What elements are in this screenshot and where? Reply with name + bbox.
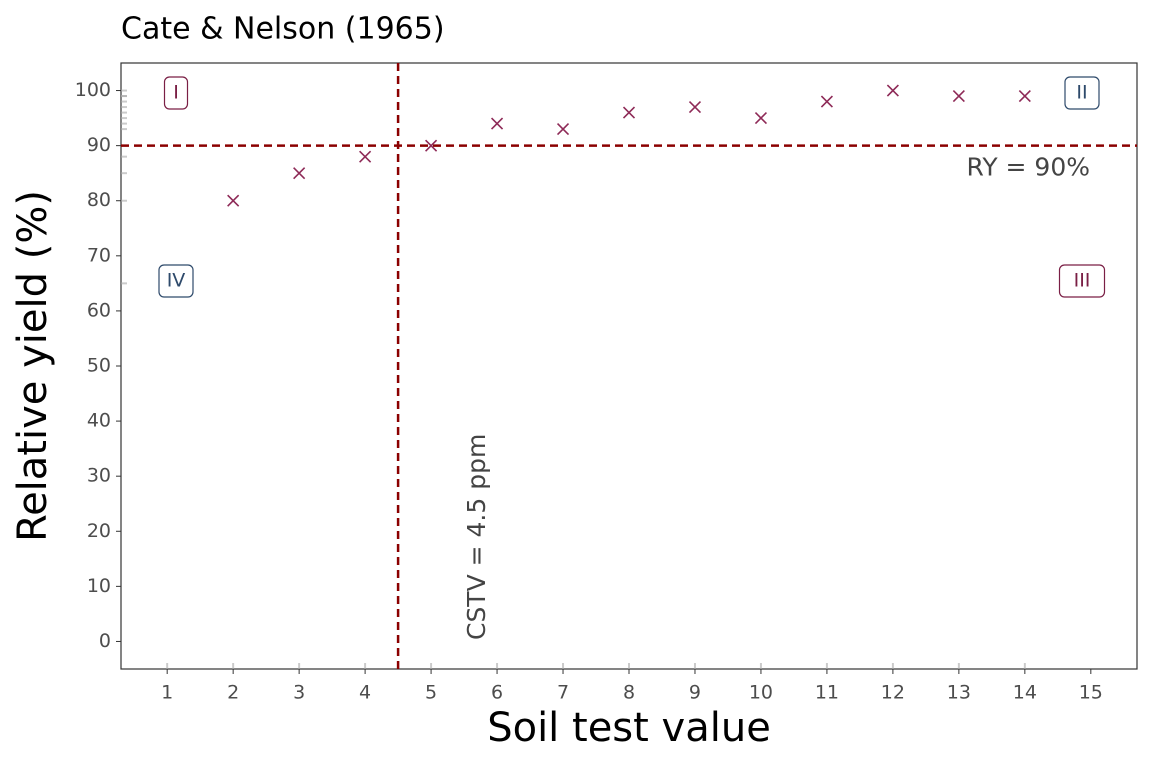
y-tick-label: 0: [99, 630, 111, 652]
x-tick-label: 6: [491, 682, 503, 704]
x-tick-label: 15: [1079, 682, 1103, 704]
quadrant-box: [163, 76, 189, 110]
point: [293, 167, 306, 180]
y-tick-label: 60: [87, 299, 111, 321]
x-tick-label: 4: [359, 682, 371, 704]
point: [886, 84, 899, 97]
x-tick-label: 8: [623, 682, 635, 704]
point: [820, 95, 833, 108]
point: [227, 194, 240, 207]
y-tick-label: 40: [87, 410, 111, 432]
point: [359, 150, 372, 163]
x-axis-label: Soil test value: [487, 705, 771, 751]
x-tick-label: 9: [689, 682, 701, 704]
quadrant-label: I: [173, 82, 179, 104]
x-tick-label: 12: [881, 682, 905, 704]
quadrant-box: [1064, 76, 1100, 110]
x-tick-label: 2: [227, 682, 239, 704]
x-tick-label: 14: [1013, 682, 1037, 704]
y-tick-label: 80: [87, 189, 111, 211]
x-tick-label: 7: [557, 682, 569, 704]
y-axis-label: Relative yield (%): [10, 190, 56, 542]
ry-label: RY = 90%: [967, 153, 1090, 182]
quadrant-box: [1058, 264, 1106, 298]
point: [556, 123, 570, 136]
y-tick-label: 10: [87, 575, 111, 597]
point: [1018, 89, 1031, 103]
y-tick-label: 100: [75, 79, 111, 101]
y-tick-label: 30: [87, 465, 111, 487]
x-tick-label: 3: [293, 682, 305, 704]
y-tick-label: 20: [87, 520, 111, 542]
x-tick-label: 5: [425, 682, 437, 704]
point: [425, 139, 438, 152]
point: [952, 89, 965, 103]
quadrant-label: IV: [167, 270, 186, 292]
point: [622, 106, 636, 119]
x-tick-label: 11: [815, 682, 839, 704]
y-tick-label: 70: [87, 244, 111, 266]
quadrant-box: [158, 264, 194, 298]
chart-title: Cate & Nelson (1965): [121, 12, 445, 47]
y-tick-label: 90: [87, 134, 111, 156]
x-tick-label: 13: [947, 682, 971, 704]
point: [688, 101, 702, 114]
plot-panel: [120, 62, 1138, 670]
quadrant-label: II: [1076, 82, 1087, 104]
cstv-label: CSTV = 4.5 ppm: [462, 434, 491, 640]
point: [754, 112, 768, 125]
x-tick-label: 1: [161, 682, 173, 704]
point: [490, 117, 504, 130]
quadrant-label: III: [1074, 270, 1091, 292]
y-tick-label: 50: [87, 355, 111, 377]
x-tick-label: 10: [749, 682, 773, 704]
